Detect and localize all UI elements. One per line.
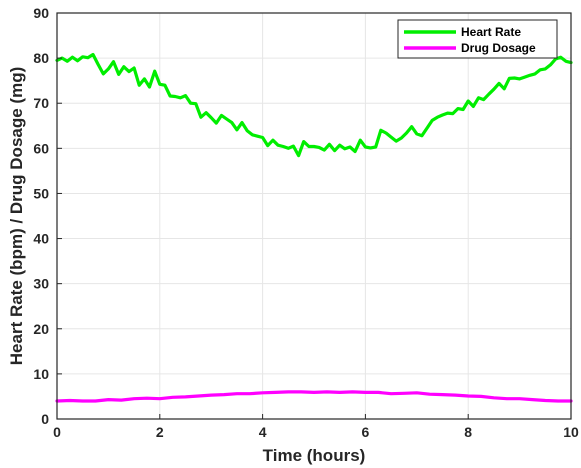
plot-background	[57, 13, 571, 419]
x-tick-label: 2	[156, 424, 164, 440]
y-axis-label: Heart Rate (bpm) / Drug Dosage (mg)	[7, 67, 26, 365]
x-tick-label: 0	[53, 424, 61, 440]
y-tick-label: 10	[33, 366, 49, 382]
y-tick-label: 80	[33, 50, 49, 66]
series-layer	[55, 52, 573, 403]
y-tick-label: 90	[33, 5, 49, 21]
y-tick-label: 20	[33, 321, 49, 337]
y-tick-label: 50	[33, 185, 49, 201]
ticks: 0 2 4 6 8 10 0 10 20 30 40 50 60 70 80 90	[33, 5, 579, 440]
legend-box	[397, 19, 558, 59]
x-tick-label: 10	[563, 424, 579, 440]
legend: Heart Rate Drug Dosage	[397, 19, 558, 59]
y-tick-label: 0	[41, 411, 49, 427]
x-axis-label: Time (hours)	[263, 446, 366, 465]
series-line-drug-dosage	[55, 390, 573, 403]
x-tick-label: 8	[464, 424, 472, 440]
y-tick-label: 60	[33, 140, 49, 156]
plot-frame	[56, 12, 572, 420]
y-tick-label: 40	[33, 231, 49, 247]
x-tick-label: 6	[362, 424, 370, 440]
y-tick-label: 30	[33, 276, 49, 292]
y-tick-label: 70	[33, 95, 49, 111]
legend-label-drug-dosage: Drug Dosage	[461, 41, 536, 55]
legend-label-heart-rate: Heart Rate	[461, 25, 521, 39]
series-line-heart-rate	[55, 52, 573, 158]
x-tick-label: 4	[259, 424, 267, 440]
